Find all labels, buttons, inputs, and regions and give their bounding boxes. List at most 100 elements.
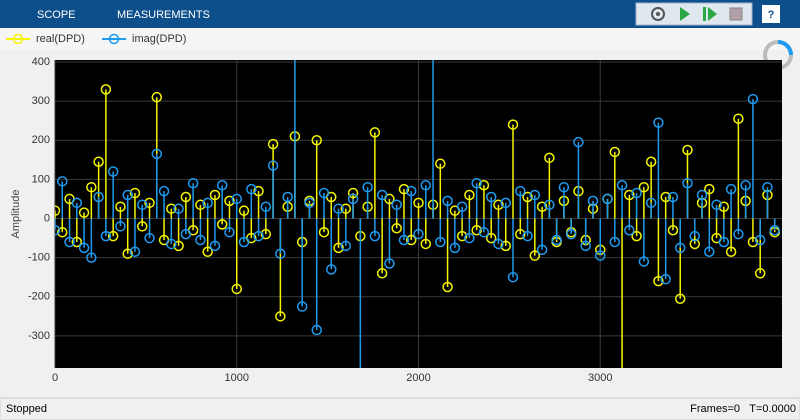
stem-marker <box>253 230 264 242</box>
settings-button[interactable] <box>651 7 665 21</box>
stem-marker <box>57 176 68 187</box>
stem-marker <box>187 178 199 189</box>
y-tick-label: -200 <box>28 291 50 303</box>
status-bar <box>0 397 800 420</box>
x-tick-label: 0 <box>52 372 58 384</box>
stem-marker <box>515 185 526 197</box>
legend-marker <box>108 33 120 45</box>
stem-marker <box>115 201 126 213</box>
stem-marker <box>57 226 68 238</box>
stem-marker <box>78 207 90 218</box>
stem-marker <box>64 236 75 248</box>
stem-marker <box>209 240 221 252</box>
stem-marker <box>515 228 526 240</box>
stem-marker <box>107 230 119 242</box>
stem-marker <box>689 230 701 242</box>
stem-marker <box>267 160 279 171</box>
stem-marker <box>558 181 570 193</box>
stem-marker <box>536 201 548 213</box>
run-button[interactable] <box>680 7 690 21</box>
stem-marker <box>536 244 548 256</box>
x-tick-label: 3000 <box>588 372 612 384</box>
stem-marker <box>151 91 163 103</box>
stem-marker <box>689 238 701 250</box>
stem-marker <box>100 84 112 95</box>
stem-marker <box>682 178 693 189</box>
stem-marker <box>216 219 228 230</box>
stem-marker <box>318 226 330 238</box>
y-tick-label: -300 <box>28 330 50 342</box>
stem-marker <box>674 293 686 304</box>
stem-marker <box>129 187 141 199</box>
stem-marker <box>696 189 708 201</box>
stem-marker <box>311 324 322 336</box>
stem-marker <box>318 187 330 199</box>
legend-label: real(DPD) <box>36 33 85 45</box>
help-label[interactable]: ? <box>768 9 775 21</box>
stem-marker <box>529 189 541 201</box>
stem-marker <box>260 228 272 240</box>
stem-marker <box>202 246 213 258</box>
stem-marker <box>333 242 344 254</box>
stem-marker <box>209 189 221 201</box>
stem-marker <box>464 232 475 244</box>
stem-marker <box>195 234 206 246</box>
stem-marker <box>376 268 388 279</box>
stem-marker <box>231 283 242 295</box>
stem-marker <box>435 236 446 248</box>
help-button[interactable] <box>762 5 780 23</box>
legend-bar <box>0 28 800 50</box>
stem-marker <box>86 252 97 263</box>
tab-scope[interactable]: SCOPE <box>37 9 76 21</box>
stem-marker <box>107 166 119 177</box>
stem-marker <box>471 224 482 236</box>
stem-marker <box>442 281 453 293</box>
stem-marker <box>122 189 133 201</box>
stem-marker <box>238 205 250 216</box>
stem-marker <box>740 179 751 191</box>
stem-marker <box>631 187 642 199</box>
stem-marker <box>356 378 365 387</box>
stem-marker <box>420 179 432 191</box>
status-frames: Frames=0 <box>690 403 740 415</box>
stem-marker <box>718 201 730 213</box>
stem-marker <box>565 228 577 240</box>
stem-marker <box>260 201 272 213</box>
stem-marker <box>347 193 359 205</box>
stem-marker <box>442 195 453 207</box>
stem-marker <box>93 156 104 168</box>
stem-layer <box>55 60 780 387</box>
stem-marker <box>144 232 155 244</box>
stem-marker <box>435 158 446 169</box>
stem-marker <box>391 199 402 211</box>
stem-marker <box>493 199 504 211</box>
stem-marker <box>747 93 759 105</box>
stem-marker <box>478 179 490 191</box>
stem-marker <box>522 191 533 203</box>
stem-marker <box>326 264 337 275</box>
legend-label: imag(DPD) <box>132 33 186 45</box>
stem-marker <box>704 183 715 195</box>
stem-marker <box>151 148 163 160</box>
legend-marker <box>12 33 24 45</box>
stem-marker <box>624 224 635 236</box>
step-button[interactable] <box>703 7 717 21</box>
y-tick-label: 0 <box>44 212 50 224</box>
stem-marker <box>529 250 541 261</box>
stem-marker <box>180 191 192 203</box>
stem-marker <box>587 195 599 207</box>
stem-marker <box>246 183 257 195</box>
stop-button[interactable] <box>729 7 743 21</box>
stem-marker <box>660 273 671 285</box>
tab-measurements[interactable]: MEASUREMENTS <box>117 9 210 21</box>
y-tick-label: 300 <box>32 95 50 107</box>
stem-marker <box>166 203 177 214</box>
status-time: T=0.0000 <box>749 403 796 415</box>
stem-marker <box>573 136 584 148</box>
stem-marker <box>456 230 468 242</box>
stem-marker <box>129 246 141 258</box>
stem-marker <box>754 268 766 279</box>
stem-marker <box>275 248 286 259</box>
stem-marker <box>347 187 359 199</box>
